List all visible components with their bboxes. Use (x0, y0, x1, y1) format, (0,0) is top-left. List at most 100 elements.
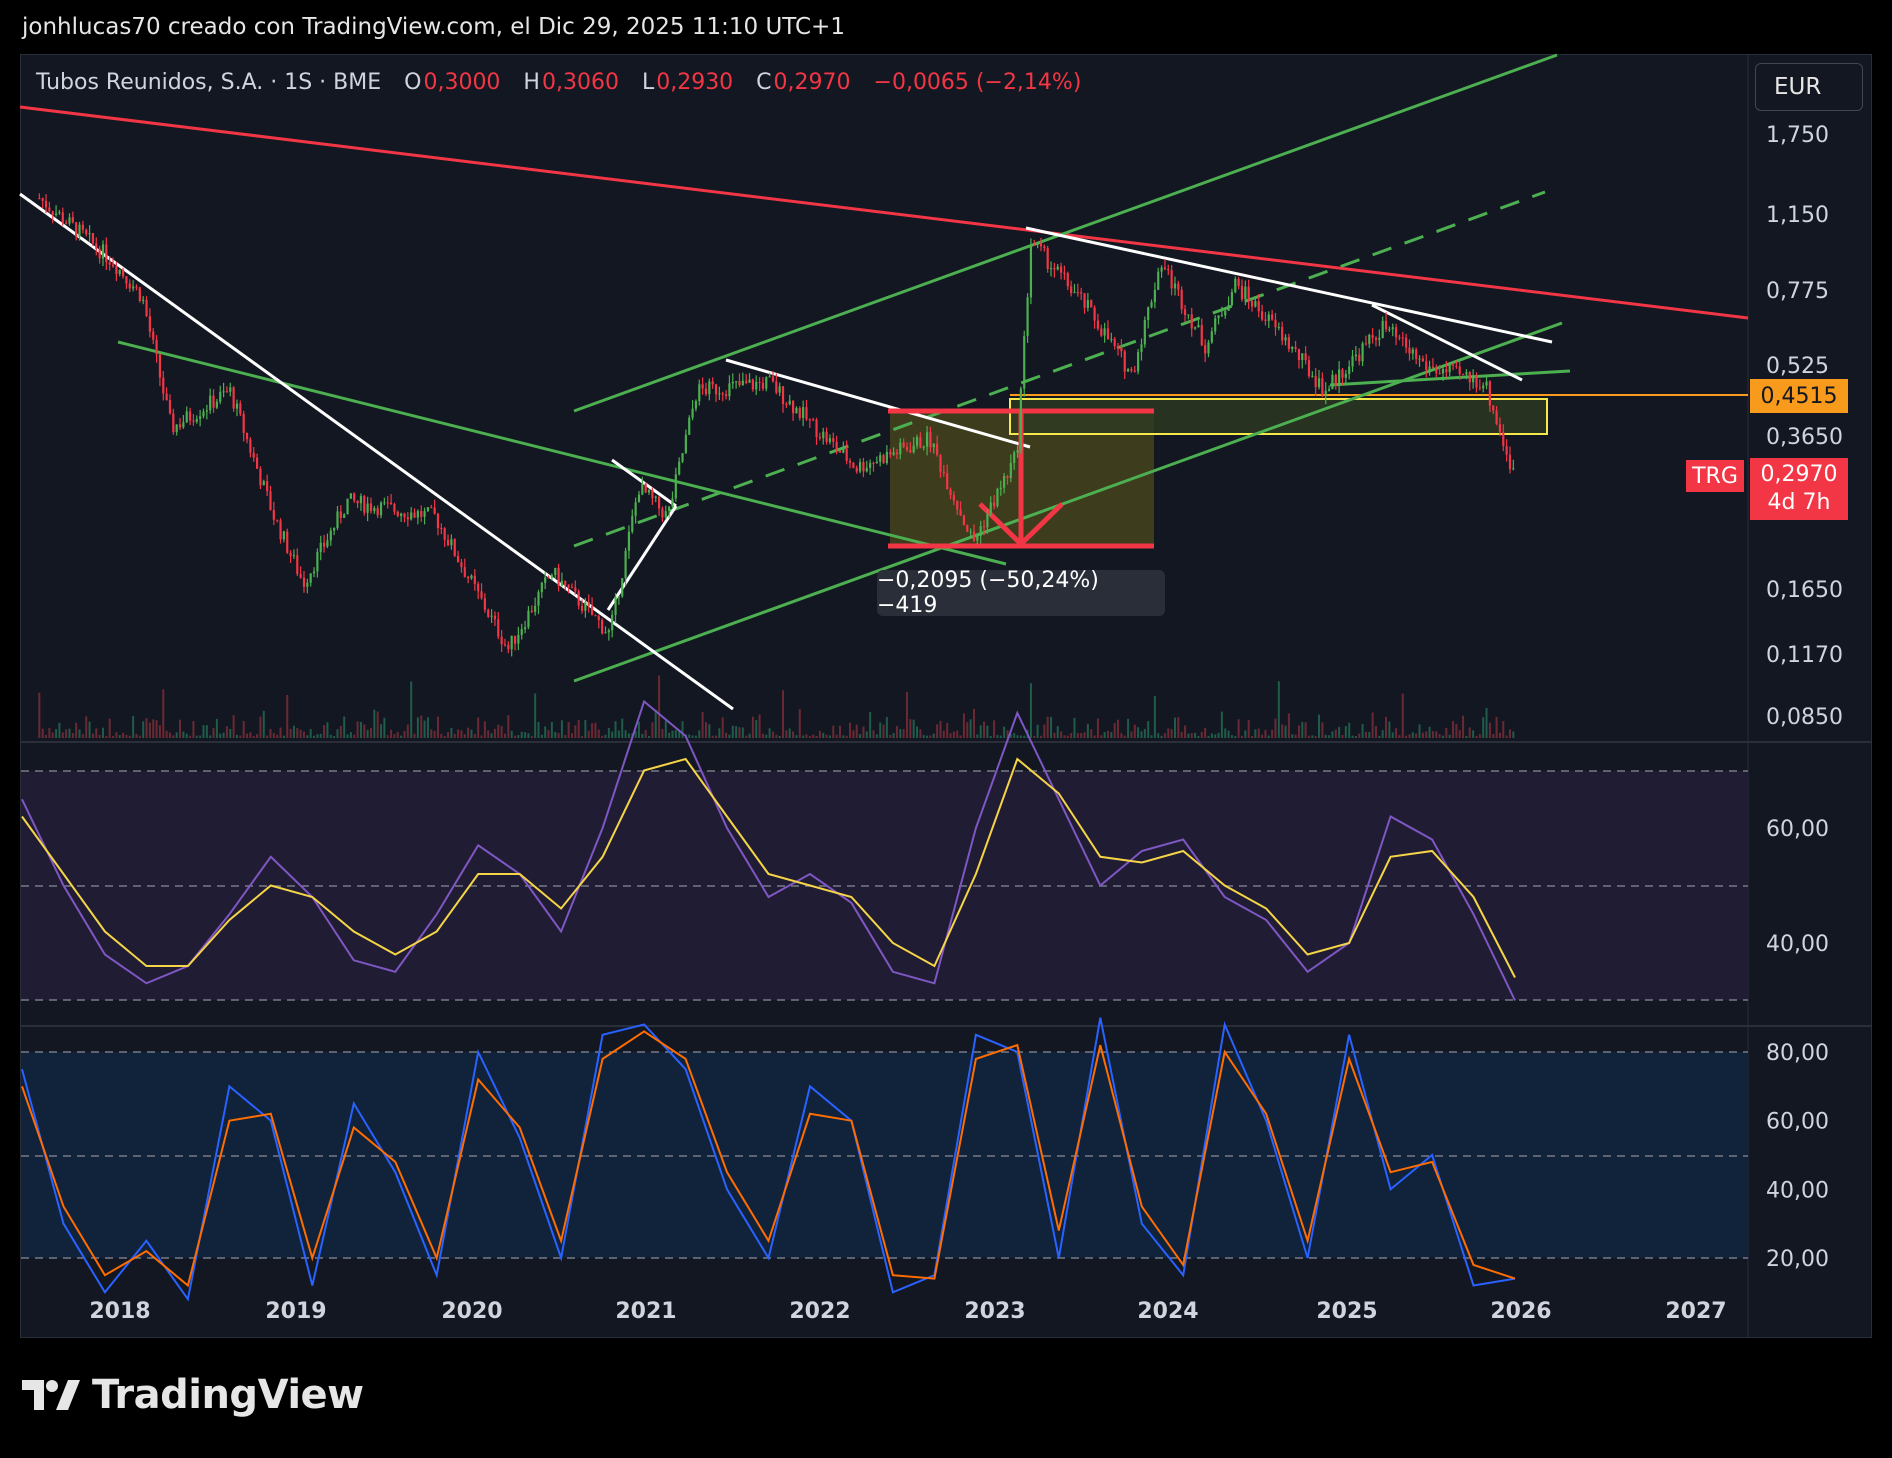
measure-arrow-head[interactable] (978, 502, 1064, 548)
candle (1495, 406, 1498, 426)
candle (269, 485, 272, 511)
channel-middle-dashed[interactable] (573, 190, 1546, 548)
stoch-indicator[interactable] (21, 1017, 1516, 1302)
volume-bar (751, 716, 754, 738)
candle (714, 383, 718, 402)
candle-body (621, 578, 624, 597)
support-zone-box[interactable] (1009, 398, 1548, 435)
stoch-axis[interactable]: 80,00 60,00 40,00 20,00 (1766, 1041, 1829, 1272)
candle (584, 597, 587, 618)
candle-body (249, 439, 252, 453)
channel-lower-green[interactable] (573, 321, 1563, 683)
volume-bar (641, 733, 644, 738)
change-value: −0,0065 (−2,14%) (873, 70, 1082, 95)
volume-bar (239, 735, 242, 738)
candle (580, 599, 584, 614)
candle (858, 458, 862, 474)
volume-bar (299, 729, 302, 738)
candle-body (507, 644, 510, 650)
resistance-line-red[interactable] (19, 105, 1749, 320)
candle (651, 487, 654, 505)
candle-body (929, 432, 932, 448)
downtrend-line-white-4[interactable] (1371, 303, 1523, 382)
candle-body (296, 555, 299, 574)
candle (456, 550, 460, 563)
volume-bar (225, 726, 228, 738)
volume-bar (1190, 733, 1193, 738)
horizontal-line-price-tag[interactable]: 0,4515 (1750, 379, 1848, 413)
candle (115, 261, 118, 282)
candle (1284, 334, 1287, 346)
candle-body (828, 438, 832, 443)
triangle-line-white-2[interactable] (611, 458, 677, 508)
candle-body (1003, 476, 1006, 488)
candle-body (115, 266, 118, 274)
tradingview-logo[interactable]: TradingView (22, 1372, 364, 1418)
triangle-line-white-1[interactable] (606, 505, 678, 611)
candle-body (178, 424, 182, 428)
volume-bar (440, 733, 443, 738)
volume-bar (634, 730, 637, 738)
candle (631, 509, 634, 534)
volume-bar (1508, 729, 1511, 738)
volume-bar (1421, 732, 1424, 738)
support-line-green-2[interactable] (1329, 369, 1571, 387)
volume-bar (1133, 724, 1136, 738)
volume-bar (1385, 716, 1388, 738)
candle-body (825, 431, 828, 443)
candle-body (48, 207, 51, 212)
volume-bar (366, 729, 369, 738)
rsi-axis[interactable]: 60,00 40,00 (1766, 817, 1829, 957)
candle (1100, 324, 1103, 338)
symbol-legend[interactable]: Tubos Reunidos, S.A. · 1S · BME O0,3000 … (36, 70, 1083, 95)
volume-bar (132, 715, 135, 738)
candle-body (54, 213, 58, 216)
downtrend-line-white-1[interactable] (19, 192, 734, 711)
volume-bar (621, 718, 624, 738)
volume-bar (1220, 711, 1223, 738)
candle (912, 437, 915, 454)
volume-bar (591, 723, 594, 738)
candle (855, 465, 858, 474)
volume-bar (1284, 725, 1287, 738)
volume-bar (403, 730, 406, 738)
support-line-green-1[interactable] (117, 340, 1007, 566)
candle (1177, 280, 1180, 296)
candle (309, 573, 312, 587)
volume-bar (490, 733, 493, 738)
downtrend-line-white-3[interactable] (1025, 226, 1553, 344)
candle (969, 528, 972, 536)
candle-body (1043, 246, 1046, 249)
candle (1358, 348, 1361, 366)
price-axis-label: 0,525 (1766, 354, 1829, 379)
candle-body (410, 512, 413, 520)
candle (845, 440, 848, 465)
candle-body (292, 555, 296, 557)
candle-body (996, 489, 999, 507)
price-candles[interactable] (38, 193, 1515, 657)
candle (1173, 276, 1177, 296)
candle (1331, 370, 1334, 390)
stoch-band (21, 1052, 1748, 1258)
candle (1153, 282, 1156, 309)
rsi-indicator[interactable] (21, 699, 1516, 1001)
volume-bar (852, 730, 855, 738)
channel-upper-green[interactable] (573, 53, 1558, 413)
candle (1033, 239, 1036, 246)
price-axis[interactable]: 1,750 1,150 0,775 0,525 0,3650 0,1650 0,1170 0,… (1766, 123, 1843, 730)
candle-body (155, 339, 158, 355)
candle-body (936, 443, 939, 456)
candle-body (564, 580, 567, 586)
candle-body (1180, 289, 1183, 310)
currency-button[interactable]: EUR (1755, 63, 1863, 111)
volume-bar (1143, 728, 1146, 738)
volume-bar (875, 734, 878, 738)
candle-body (771, 376, 775, 382)
candle-body (661, 508, 664, 518)
candle-body (1327, 389, 1331, 391)
candle (634, 497, 637, 524)
candle (125, 276, 128, 289)
candle (889, 448, 892, 459)
time-axis[interactable]: 2018 2019 2020 2021 2022 2023 2024 2025 2026 2027 (89, 1299, 1726, 1324)
